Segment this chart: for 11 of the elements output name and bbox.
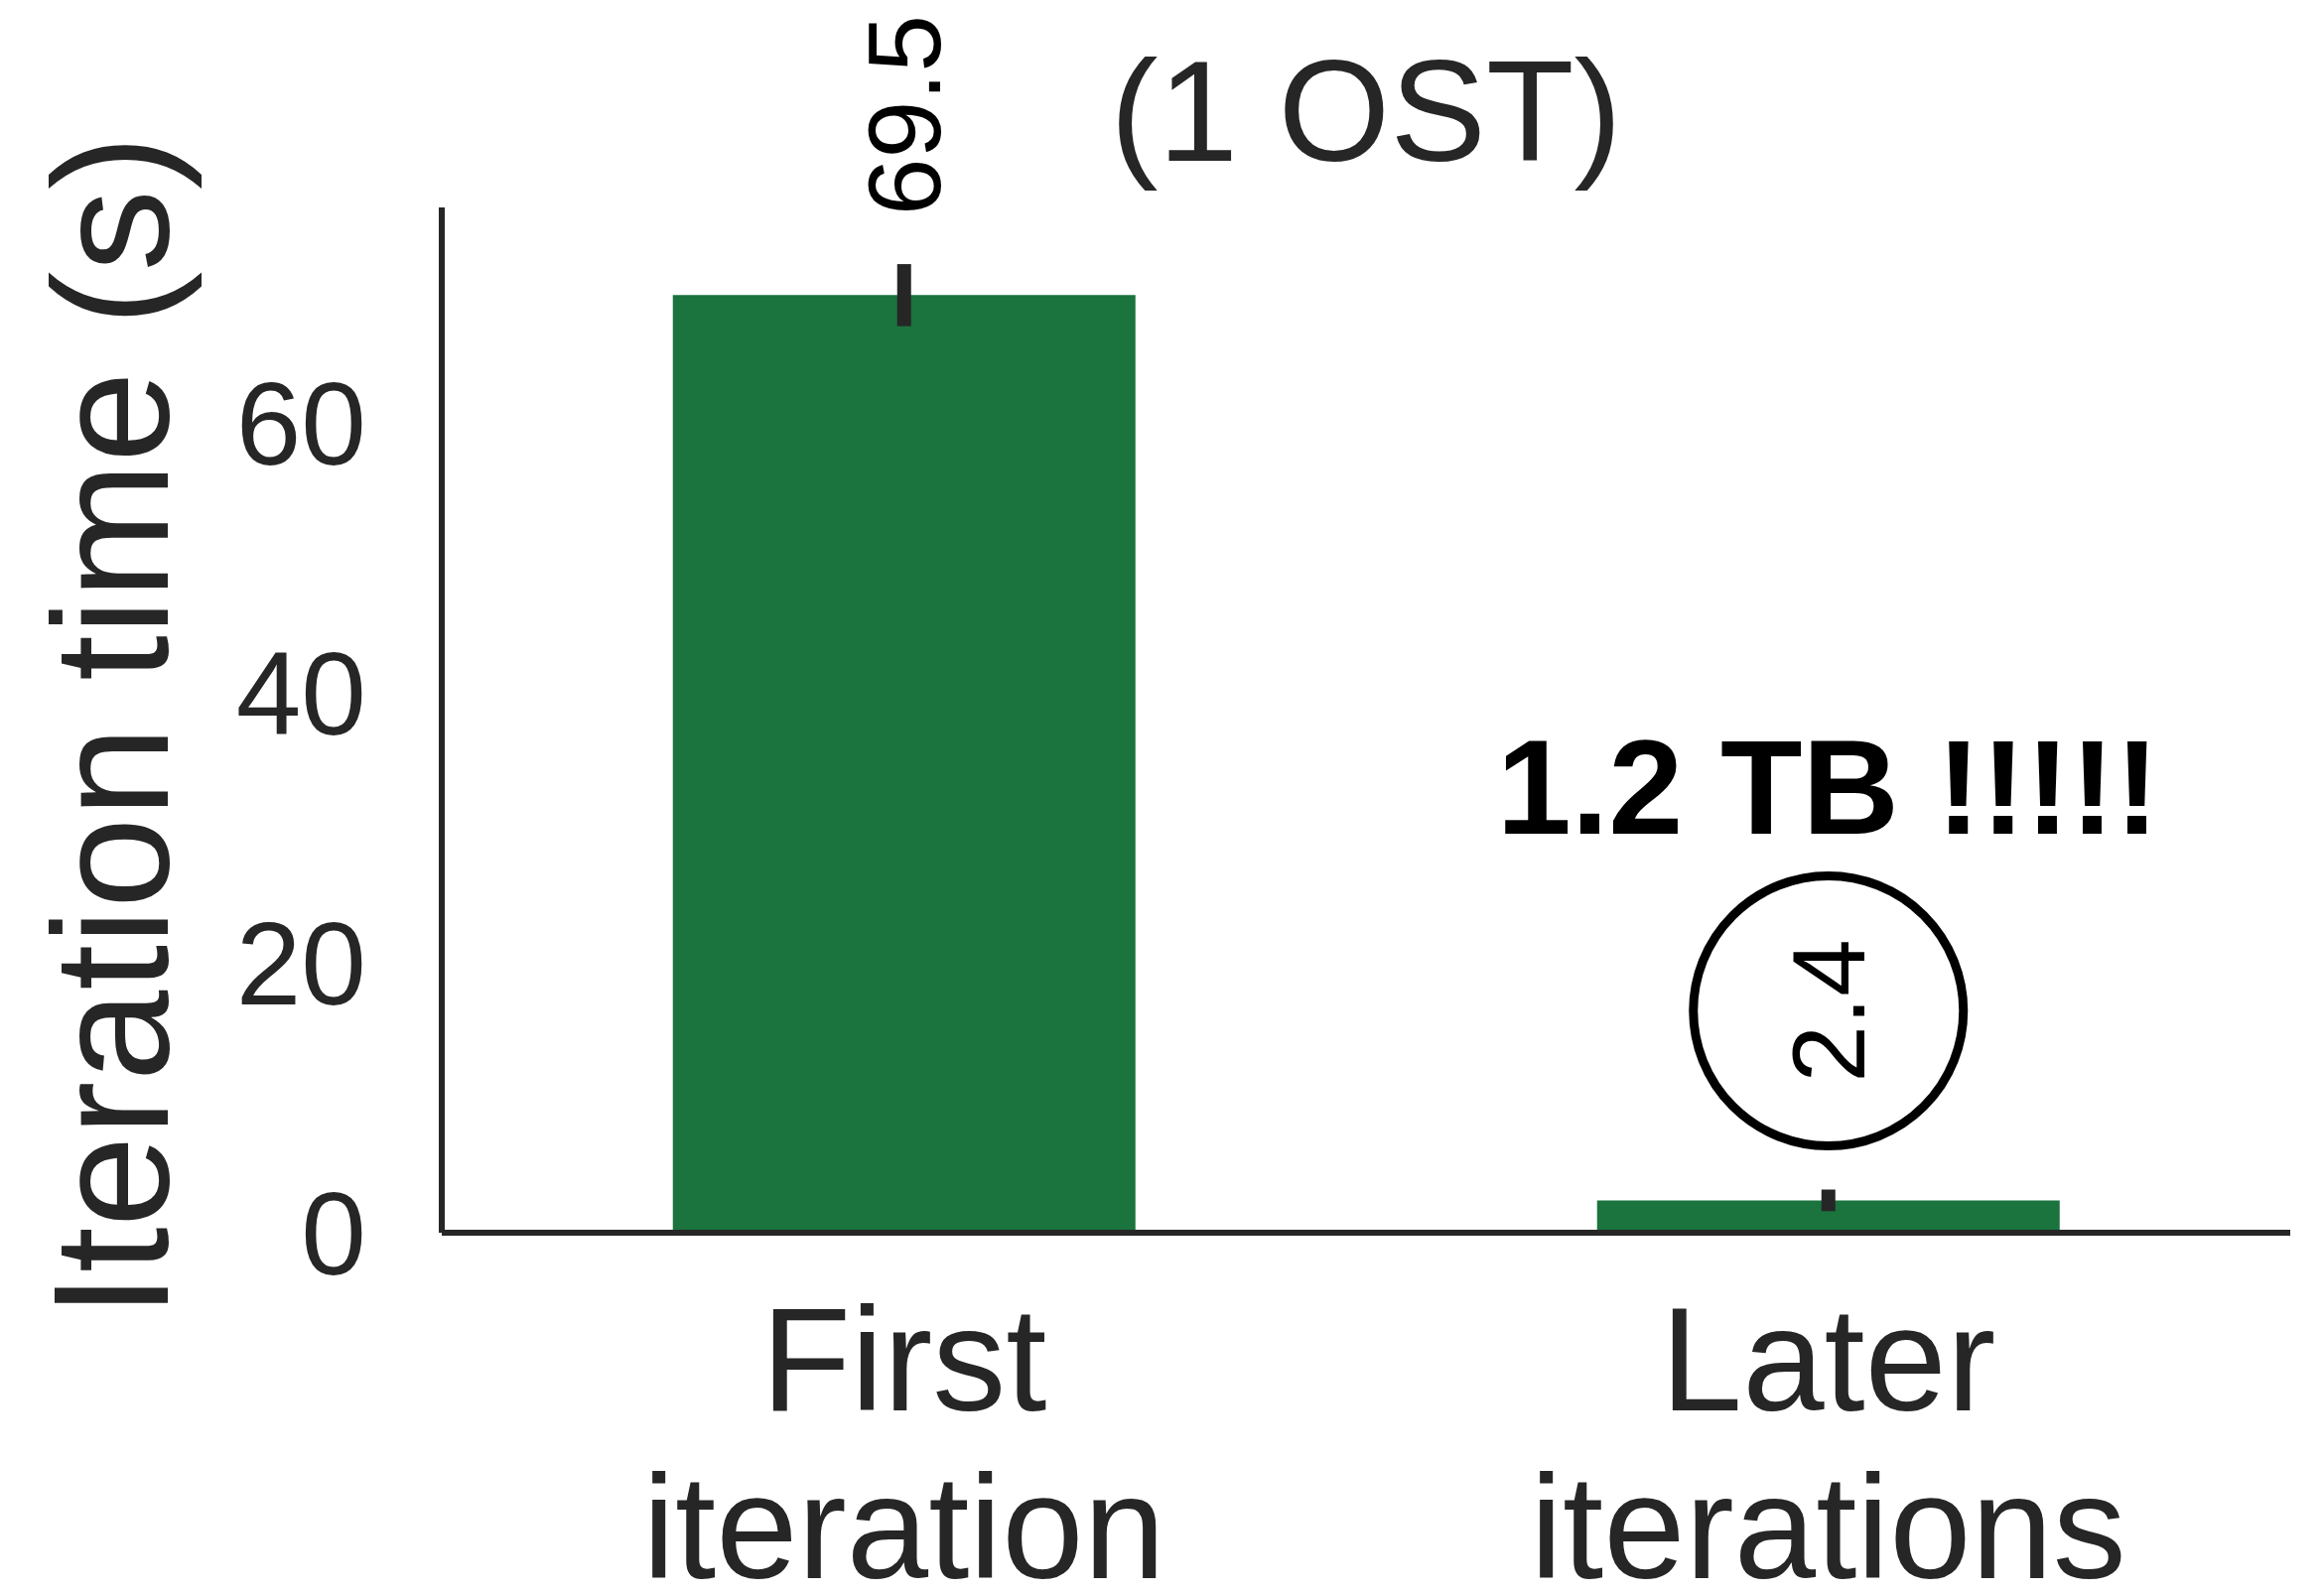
chart-title: (1 OST)	[1110, 31, 1622, 192]
y-tick-label: 40	[235, 628, 366, 760]
data-label: 69.5	[846, 14, 962, 216]
y-tick-label: 0	[301, 1167, 366, 1299]
annotation: 1.2 TB !!!!!	[1496, 713, 2160, 863]
data-label: 2.4	[1770, 939, 1886, 1083]
x-tick-label: Later iterations	[1530, 1277, 2126, 1593]
y-axis-title: Iteration time (s)	[20, 135, 203, 1318]
y-tick-label: 60	[235, 358, 366, 490]
y-tick-label: 20	[235, 898, 366, 1030]
x-tick-label: First iteration	[642, 1277, 1165, 1593]
